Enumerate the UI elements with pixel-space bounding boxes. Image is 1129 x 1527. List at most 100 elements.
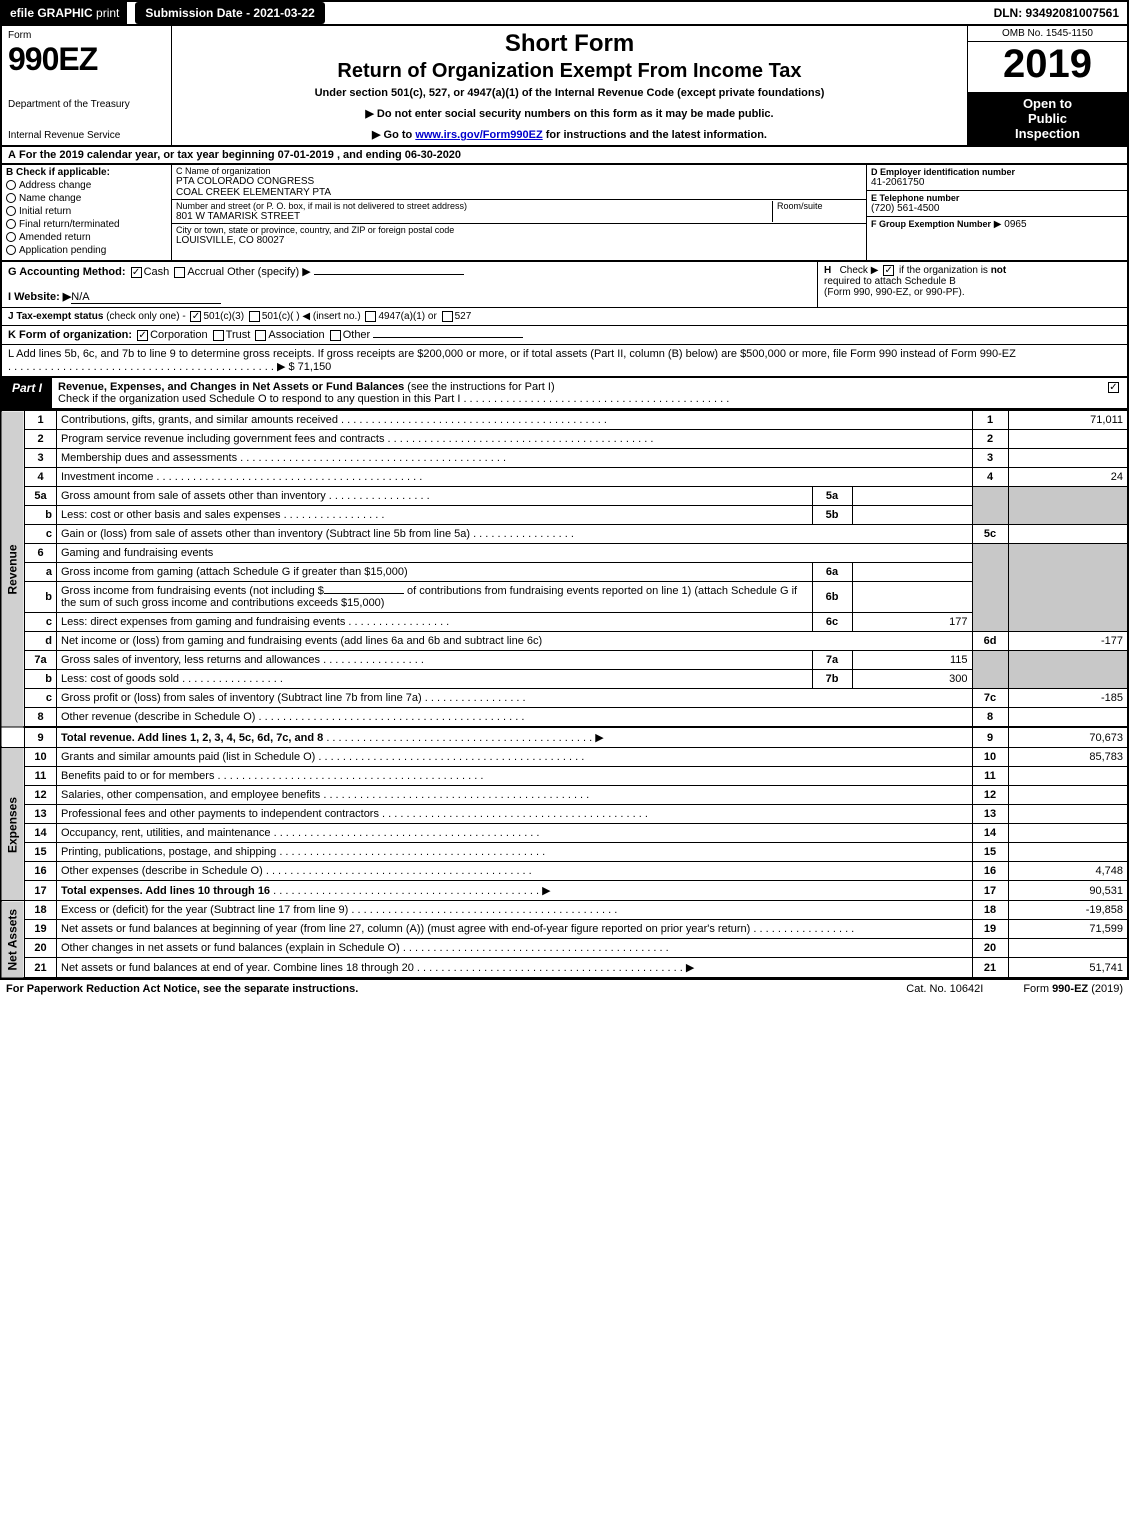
city-value: LOUISVILLE, CO 80027 — [176, 235, 862, 246]
table-row: 17 Total expenses. Add lines 10 through … — [1, 881, 1128, 901]
circle-icon — [6, 193, 16, 203]
col-no: 19 — [972, 920, 1008, 939]
dots-icon — [338, 414, 607, 426]
sub-val: 115 — [852, 651, 972, 670]
dots-icon — [270, 885, 539, 897]
line-desc: Gross income from gaming (attach Schedul… — [57, 563, 813, 582]
table-row: 16 Other expenses (describe in Schedule … — [1, 862, 1128, 881]
circle-icon — [6, 180, 16, 190]
line-desc: Other revenue (describe in Schedule O) — [57, 708, 973, 728]
line-no: 13 — [25, 805, 57, 824]
inspection-box: Open to Public Inspection — [968, 92, 1127, 145]
name-label: C Name of organization — [176, 166, 862, 176]
arrow-icon: ▶ — [277, 361, 285, 373]
row-k: K Form of organization: Corporation Trus… — [2, 326, 1127, 345]
header-center: Short Form Return of Organization Exempt… — [172, 26, 967, 145]
desc-text: Other expenses (describe in Schedule O) — [61, 865, 263, 877]
blank-input[interactable] — [324, 593, 404, 594]
dln-label: DLN: 93492081007561 — [986, 2, 1127, 24]
ein-label: D Employer identification number — [871, 167, 1123, 177]
section-c: C Name of organization PTA COLORADO CONG… — [172, 165, 867, 260]
line-no: c — [25, 613, 57, 632]
print-label[interactable]: print — [96, 6, 119, 20]
addr-value: 801 W TAMARISK STREET — [176, 211, 772, 222]
j-501c3: 501(c)(3) — [203, 311, 244, 322]
col-val: -177 — [1008, 632, 1128, 651]
line-no: 11 — [25, 767, 57, 786]
cb-501c[interactable] — [249, 311, 260, 322]
cb-address-change[interactable]: Address change — [6, 180, 167, 191]
dots-icon — [271, 827, 540, 839]
shaded-cell — [1008, 487, 1128, 525]
part1-title-note: (see the instructions for Part I) — [407, 381, 554, 393]
line-desc: Contributions, gifts, grants, and simila… — [57, 411, 973, 430]
circle-icon — [6, 232, 16, 242]
col-no: 9 — [972, 727, 1008, 748]
line-desc: Net income or (loss) from gaming and fun… — [57, 632, 973, 651]
desc-text: Contributions, gifts, grants, and simila… — [61, 414, 338, 426]
col-no: 12 — [972, 786, 1008, 805]
section-d: D Employer identification number 41-2061… — [867, 165, 1127, 260]
cb-initial-return[interactable]: Initial return — [6, 206, 167, 217]
cb-cash[interactable] — [131, 267, 142, 278]
instr-ssn: ▶ Do not enter social security numbers o… — [180, 107, 959, 120]
col-val: 90,531 — [1008, 881, 1128, 901]
spacer — [1, 727, 25, 748]
cb-schedule-o[interactable] — [1108, 382, 1119, 393]
irs-link[interactable]: www.irs.gov/Form990EZ — [415, 129, 542, 141]
col-no: 13 — [972, 805, 1008, 824]
col-no: 15 — [972, 843, 1008, 862]
k-other: Other — [343, 329, 371, 341]
cb-other[interactable] — [330, 330, 341, 341]
cb-corp[interactable] — [137, 330, 148, 341]
col-val: 85,783 — [1008, 748, 1128, 767]
cb-application-pending[interactable]: Application pending — [6, 245, 167, 256]
submission-date-button[interactable]: Submission Date - 2021-03-22 — [135, 2, 324, 24]
col-val: -19,858 — [1008, 901, 1128, 920]
cb-trust[interactable] — [213, 330, 224, 341]
efile-button[interactable]: efile GRAPHIC print — [2, 2, 127, 24]
shaded-cell — [1008, 544, 1128, 632]
cb-final-return[interactable]: Final return/terminated — [6, 219, 167, 230]
sub-val — [852, 582, 972, 613]
cb-527[interactable] — [442, 311, 453, 322]
cb-amended-return[interactable]: Amended return — [6, 232, 167, 243]
shaded-cell — [972, 487, 1008, 525]
cb-accrual[interactable] — [174, 267, 185, 278]
org-name-1: PTA COLORADO CONGRESS — [176, 176, 862, 187]
sub-label: 7b — [812, 670, 852, 689]
k-other-input[interactable] — [373, 337, 523, 338]
cb-schedule-b[interactable] — [883, 265, 894, 276]
address-row: Number and street (or P. O. box, if mail… — [172, 200, 866, 224]
col-no: 1 — [972, 411, 1008, 430]
table-row: a Gross income from gaming (attach Sched… — [1, 563, 1128, 582]
line-desc: Gross amount from sale of assets other t… — [57, 487, 813, 506]
shaded-cell — [1008, 651, 1128, 689]
org-name-row: C Name of organization PTA COLORADO CONG… — [172, 165, 866, 200]
table-row: 13 Professional fees and other payments … — [1, 805, 1128, 824]
col-no: 21 — [972, 958, 1008, 979]
table-row: b Less: cost of goods sold 7b 300 — [1, 670, 1128, 689]
room-label: Room/suite — [777, 201, 862, 211]
cb-501c3[interactable] — [190, 311, 201, 322]
line-desc: Program service revenue including govern… — [57, 430, 973, 449]
omb-number: OMB No. 1545-1150 — [968, 26, 1127, 42]
efile-label: efile GRAPHIC — [10, 6, 93, 20]
cb-4947[interactable] — [365, 311, 376, 322]
dots-icon — [320, 654, 424, 666]
dots-icon — [153, 471, 422, 483]
line-desc: Gross income from fundraising events (no… — [57, 582, 813, 613]
g-other-input[interactable] — [314, 274, 464, 275]
line-no: 9 — [25, 727, 57, 748]
desc-text: Excess or (deficit) for the year (Subtra… — [61, 904, 348, 916]
cb-name-change[interactable]: Name change — [6, 193, 167, 204]
j-501c: 501(c)( ) — [262, 311, 300, 322]
shaded-cell — [972, 544, 1008, 632]
cb-assoc[interactable] — [255, 330, 266, 341]
footer-cat-no: Cat. No. 10642I — [906, 983, 983, 995]
col-no: 20 — [972, 939, 1008, 958]
table-row: 19 Net assets or fund balances at beginn… — [1, 920, 1128, 939]
table-row: c Gross profit or (loss) from sales of i… — [1, 689, 1128, 708]
sub-label: 6b — [812, 582, 852, 613]
ein-row: D Employer identification number 41-2061… — [867, 165, 1127, 191]
